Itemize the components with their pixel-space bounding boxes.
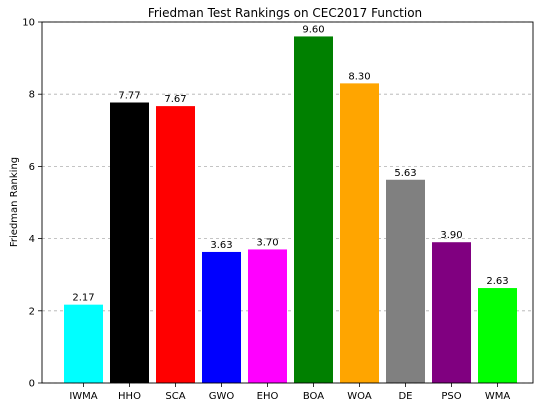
bar-de	[386, 179, 425, 383]
bar-woa	[340, 83, 379, 384]
x-tick-label-sca: SCA	[165, 391, 185, 402]
value-labels: 2.17 7.77 7.67 3.63 3.70 9.60 8.30 5.63 3.90 2.63	[72, 24, 508, 303]
x-tick-label-woa: WOA	[347, 391, 372, 402]
value-label-gwo: 3.63	[210, 240, 232, 251]
x-tick-label-gwo: GWO	[209, 391, 235, 402]
value-label-boa: 9.60	[302, 24, 324, 35]
y-tick-label: 2	[29, 306, 35, 317]
bar-boa	[294, 36, 333, 383]
bar-hho	[110, 102, 149, 384]
value-label-eho: 3.70	[256, 237, 278, 248]
bar-gwo	[202, 251, 241, 383]
y-axis-label: Friedman Ranking	[9, 157, 20, 247]
y-tick-label: 6	[29, 162, 35, 173]
x-tick-label-de: DE	[398, 391, 412, 402]
x-tick-label-eho: EHO	[257, 391, 279, 402]
x-tick-label-iwma: IWMA	[69, 391, 97, 402]
y-tick-label: 0	[29, 379, 35, 390]
y-tick-label: 10	[22, 18, 35, 29]
value-label-wma: 2.63	[486, 276, 508, 287]
bar-pso	[432, 242, 471, 383]
axes: IWMA HHO SCA GWO EHO BOA WOA DE PSO WMA 0 2 4 6 8 10	[22, 18, 534, 402]
x-tick-label-pso: PSO	[441, 391, 461, 402]
bars	[64, 36, 517, 384]
y-tick-label: 8	[29, 90, 35, 101]
value-label-de: 5.63	[394, 168, 416, 179]
value-label-hho: 7.77	[118, 91, 140, 102]
bar-sca	[156, 106, 195, 383]
chart-title: Friedman Test Rankings on CEC2017 Functi…	[148, 6, 422, 20]
bar-eho	[248, 249, 287, 383]
bar-wma	[478, 288, 517, 383]
value-label-woa: 8.30	[348, 71, 370, 82]
y-tick-label: 4	[29, 234, 35, 245]
x-tick-label-wma: WMA	[485, 391, 511, 402]
bar-iwma	[64, 304, 103, 383]
x-tick-label-boa: BOA	[303, 391, 324, 402]
plot-frame	[41, 21, 534, 384]
value-label-sca: 7.67	[164, 94, 186, 105]
value-label-iwma: 2.17	[72, 293, 94, 304]
x-tick-label-hho: HHO	[118, 391, 141, 402]
value-label-pso: 3.90	[440, 230, 462, 241]
